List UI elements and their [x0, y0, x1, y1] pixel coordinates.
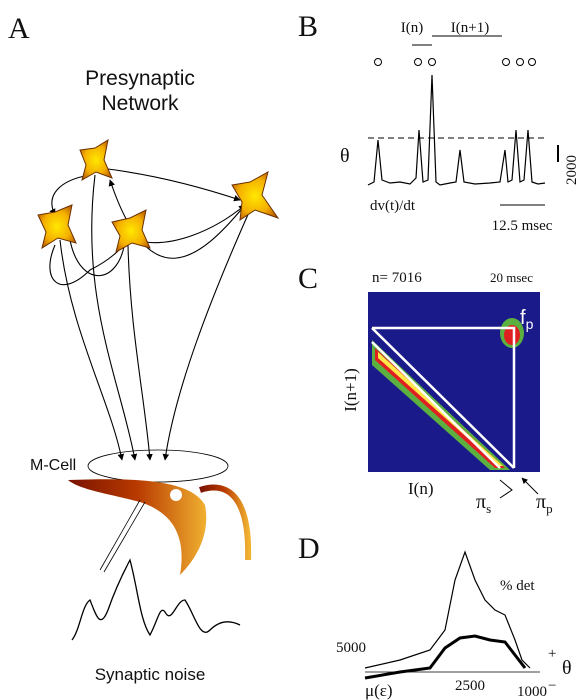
panel-a: A Presynaptic Network M-Cell Synaptic no…	[8, 12, 278, 684]
interval-label: I(n+1)	[451, 20, 489, 36]
neurons	[38, 140, 278, 252]
m-cell-axon	[200, 488, 248, 560]
m-cell-ring	[88, 450, 228, 482]
minus: −	[548, 678, 556, 694]
soma-spot	[170, 489, 182, 501]
det-curve	[365, 552, 530, 668]
pi-p: πp	[536, 491, 553, 516]
scale-label: 2000	[564, 155, 578, 185]
axis-value: 2500	[455, 678, 485, 694]
x-label: I(n)	[408, 479, 433, 498]
noise-trace	[72, 560, 240, 640]
connections	[50, 168, 250, 460]
m-cell	[68, 479, 206, 575]
trace	[368, 75, 545, 185]
pointer	[522, 478, 538, 494]
panel-label: D	[298, 532, 320, 565]
plus: +	[548, 646, 556, 662]
curve-label: % det	[500, 578, 535, 594]
spike-markers	[375, 59, 536, 66]
time-label: 12.5 msec	[492, 218, 553, 234]
axis-value: 5000	[336, 640, 366, 656]
threshold-label: θ	[340, 145, 350, 167]
y-label: I(n+1)	[341, 368, 360, 412]
panel-label: C	[298, 262, 318, 295]
panel-c: C n= 7016 20 msec fp I(n+1) I(n) πs πp	[298, 262, 553, 516]
pointer	[500, 480, 512, 498]
pi-s: πs	[476, 491, 491, 516]
panel-b: B I(n) I(n+1) θ 2000 dv(t)/dt 12.5 msec	[298, 10, 578, 234]
panel-label: A	[8, 12, 30, 45]
x-label: μ(ε)	[365, 681, 393, 700]
panel-label: B	[298, 10, 318, 43]
threshold-label: θ	[562, 657, 572, 679]
trace-label: dv(t)/dt	[370, 198, 416, 214]
cell-label: M-Cell	[30, 457, 76, 474]
noise-label: Synaptic noise	[95, 665, 206, 684]
axis-value: 1000	[517, 684, 547, 700]
interval-label: I(n)	[401, 20, 424, 36]
count-label: n= 7016	[372, 270, 422, 286]
time-label: 20 msec	[490, 270, 533, 285]
electrode	[100, 500, 145, 572]
title: Presynaptic	[85, 67, 195, 90]
title: Network	[101, 92, 179, 115]
figure: A Presynaptic Network M-Cell Synaptic no…	[0, 0, 578, 700]
panel-d: D % det 5000 2500 1000 μ(ε) + − θ	[298, 532, 572, 700]
